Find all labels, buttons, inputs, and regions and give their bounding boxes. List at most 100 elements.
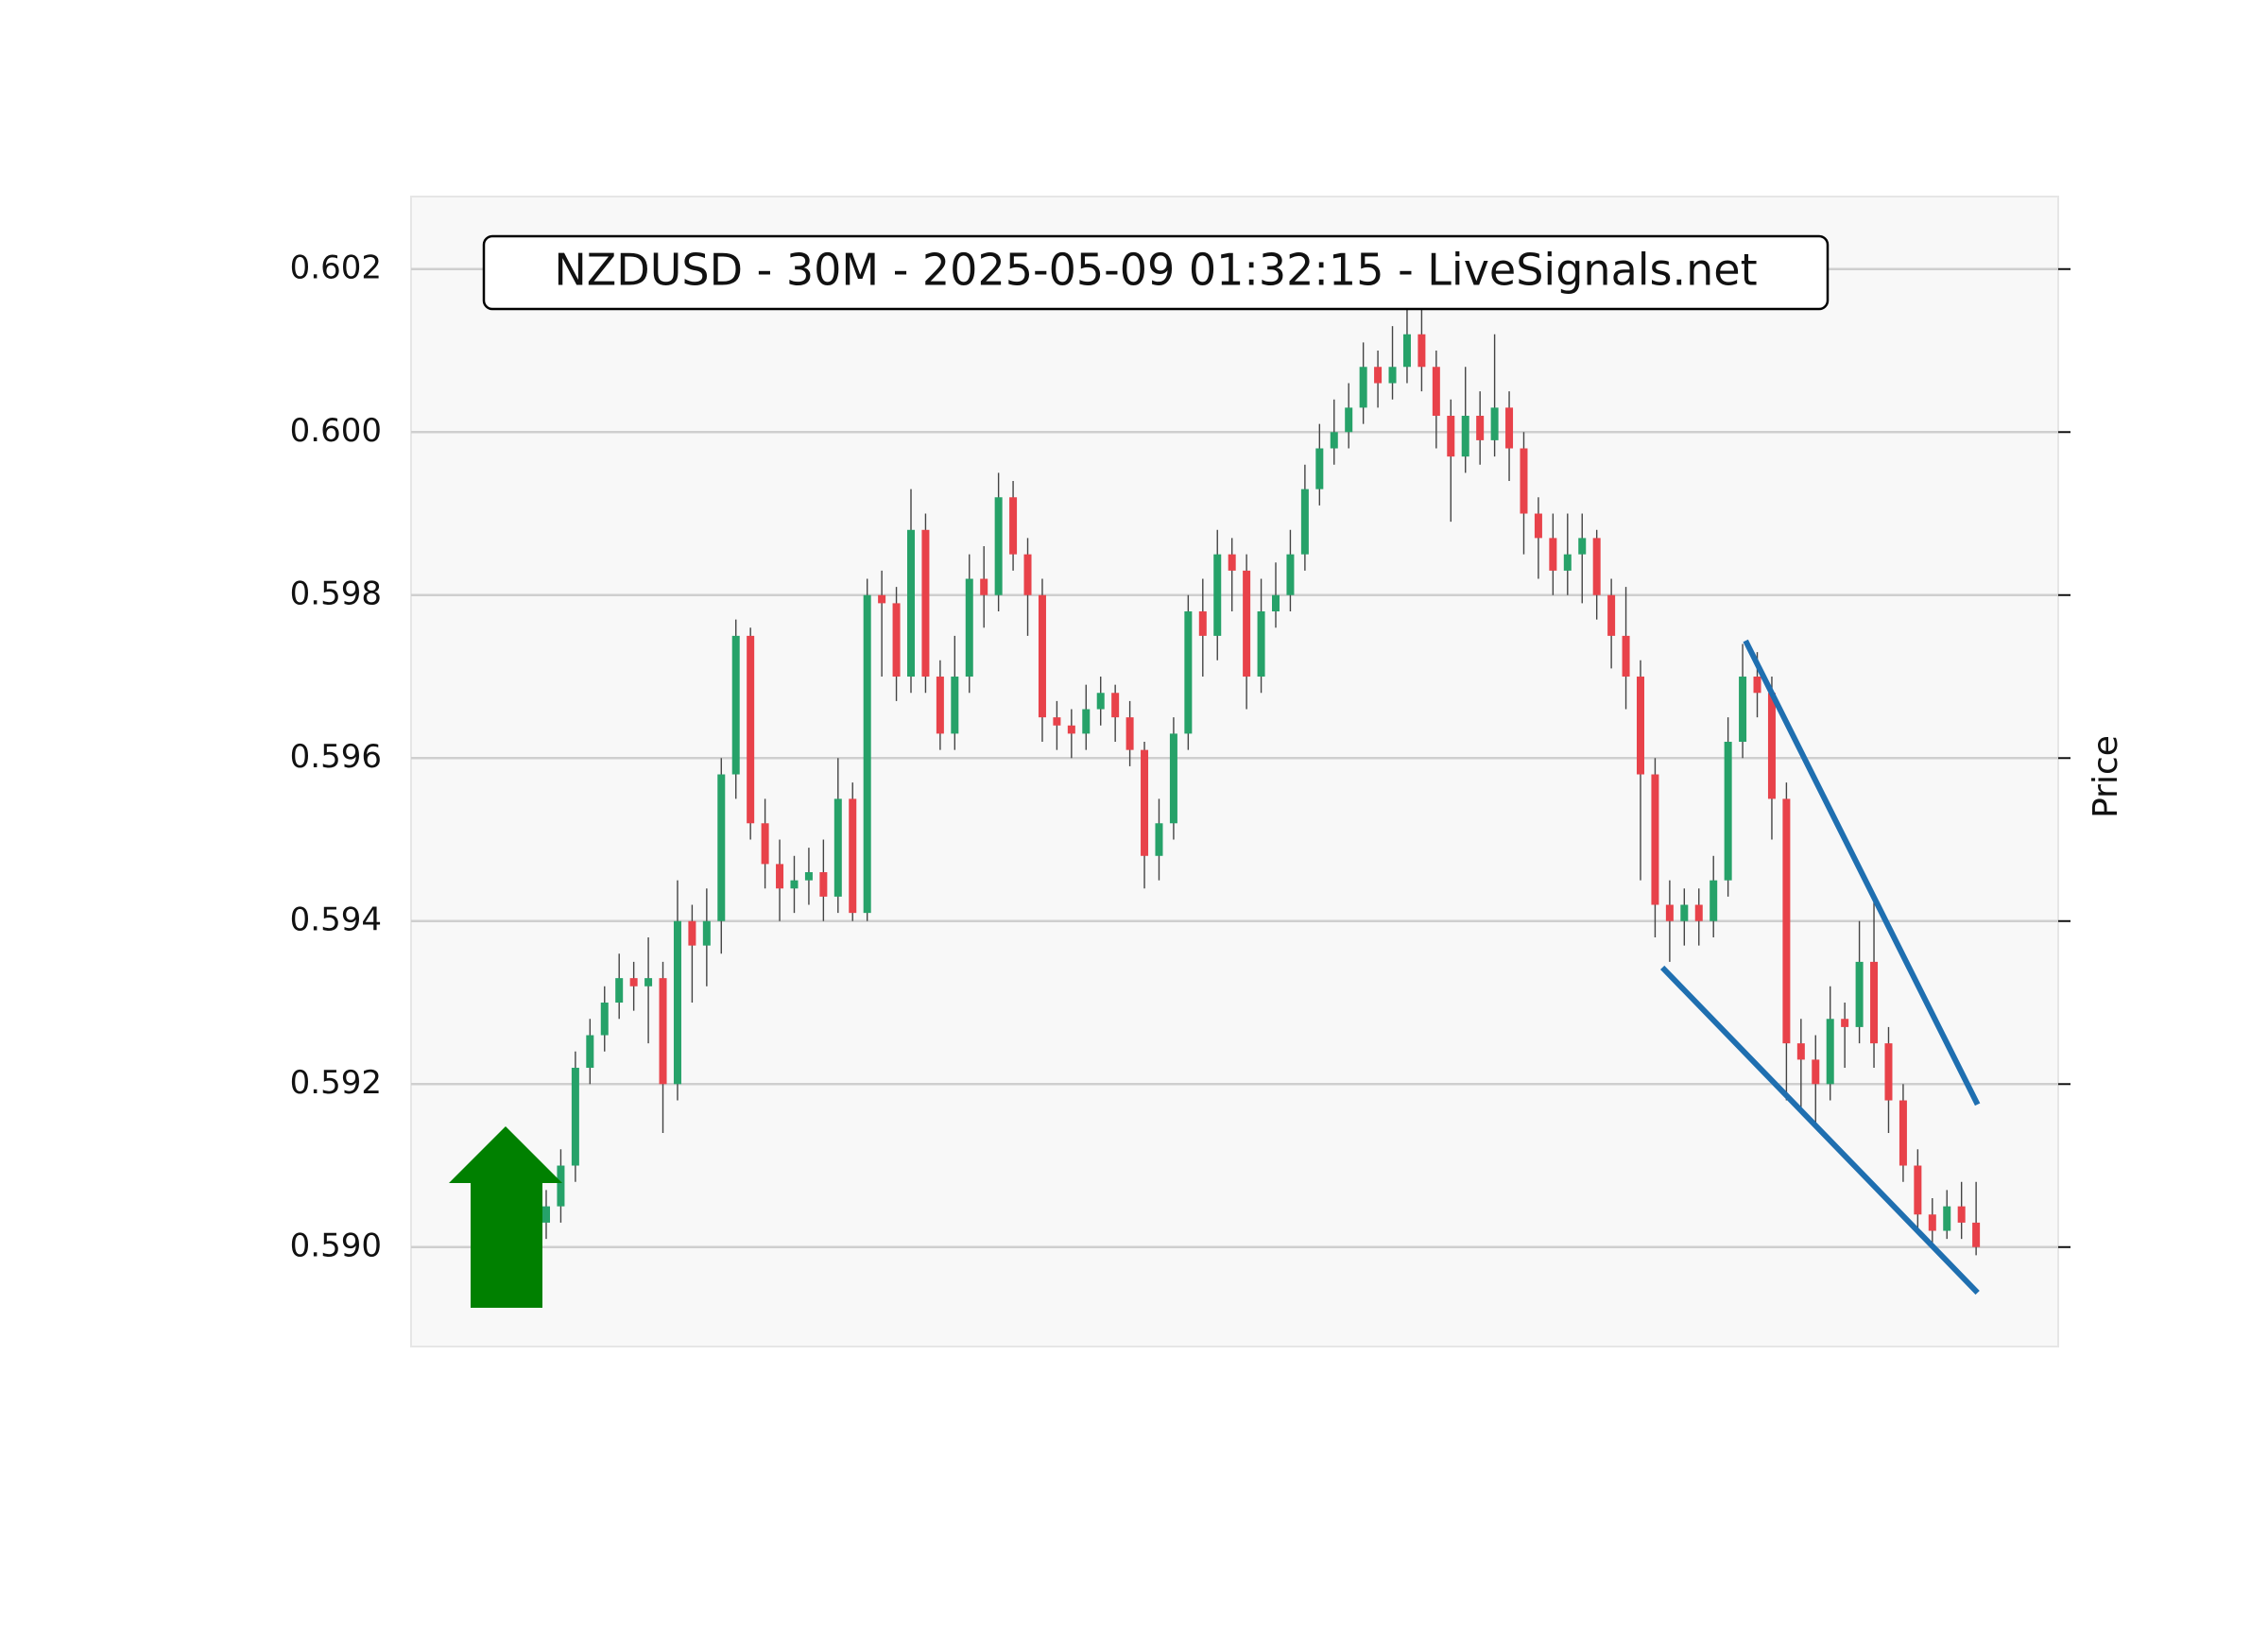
candle-body — [1315, 448, 1324, 489]
candle-body — [1680, 904, 1689, 921]
y-tick-label: 0.596 — [290, 738, 382, 776]
candle-body — [659, 978, 667, 1085]
candle-body — [819, 872, 828, 897]
candle-body — [1023, 554, 1032, 595]
candle-body — [1111, 693, 1120, 718]
candle-body — [1447, 416, 1455, 457]
candle-body — [1432, 367, 1440, 417]
candle-body — [833, 798, 842, 897]
candle-body — [761, 823, 769, 865]
candle-body — [1914, 1165, 1922, 1215]
candle-body — [1476, 416, 1485, 440]
candle-body — [615, 978, 624, 1004]
candle-body — [776, 864, 784, 889]
candle-body — [1607, 594, 1616, 636]
candle-body — [688, 920, 696, 946]
candle-body — [1272, 594, 1280, 612]
candle-body — [1796, 1043, 1805, 1060]
title-box — [482, 234, 1830, 311]
candle-body — [1899, 1100, 1907, 1166]
candle-body — [1038, 594, 1046, 718]
candle-body — [980, 578, 988, 595]
candle-body — [629, 978, 638, 987]
candle-body — [1592, 538, 1601, 595]
candle-body — [1972, 1222, 1981, 1247]
candle-body — [702, 920, 711, 946]
candle-body — [1141, 749, 1149, 856]
y-tick-label: 0.600 — [290, 412, 382, 450]
trend-line — [1743, 639, 1981, 1107]
candle-body — [1345, 407, 1353, 433]
y-tick-label: 0.594 — [290, 901, 382, 938]
candle-body — [731, 635, 740, 775]
y-tick-label: 0.598 — [290, 575, 382, 612]
candle-body — [600, 1003, 609, 1036]
candle-body — [747, 635, 755, 824]
chart-title: NZDUSD - 30M - 2025-05-09 01:32:15 - Liv… — [554, 245, 1757, 296]
candle-body — [1855, 961, 1864, 1027]
candle-body — [1884, 1043, 1893, 1101]
plot-area — [410, 196, 2059, 1347]
y-axis-label: Price — [2087, 735, 2125, 818]
candle-body — [1009, 497, 1018, 555]
candle-body — [1082, 709, 1091, 734]
candle-body — [1767, 693, 1776, 799]
candle-body — [1637, 677, 1644, 775]
candle-body — [863, 594, 871, 914]
candle-body — [1490, 407, 1499, 440]
y-tick-label: 0.602 — [290, 249, 382, 286]
candle-body — [1461, 416, 1469, 457]
candle-body — [1841, 1019, 1849, 1027]
candle-body — [1228, 554, 1236, 571]
candle-body — [1928, 1214, 1936, 1231]
candle-body — [1622, 635, 1630, 678]
candle-body — [849, 798, 857, 914]
candle-body — [1739, 677, 1747, 743]
candle-body — [1520, 448, 1528, 514]
candle-body — [1198, 611, 1207, 636]
candle-body — [1053, 717, 1061, 726]
candle-body — [951, 677, 959, 734]
candle-body — [1257, 611, 1265, 678]
candle-body — [1300, 489, 1309, 555]
candle-body — [994, 497, 1003, 595]
candle-body — [673, 920, 681, 1085]
candle-body — [1563, 554, 1572, 571]
candle-body — [1125, 717, 1134, 750]
candle-body — [1549, 538, 1557, 571]
candle-body — [1724, 742, 1732, 881]
candle-body — [1169, 733, 1177, 824]
candle-body — [1651, 774, 1659, 905]
candle-body — [965, 578, 973, 678]
candle-body — [644, 978, 653, 987]
candle-body — [1402, 334, 1411, 368]
candle-body — [1243, 570, 1251, 678]
candle-body — [571, 1068, 579, 1166]
candle-body — [1418, 334, 1426, 368]
candle-body — [1096, 693, 1105, 710]
candle-body — [1694, 904, 1703, 921]
candle-body — [1184, 611, 1193, 734]
candle-body — [1330, 432, 1338, 449]
buy-arrow — [449, 1126, 562, 1308]
candle-body — [1067, 725, 1075, 734]
candle-body — [1957, 1206, 1966, 1223]
candle-body — [921, 529, 930, 678]
candle-body — [1505, 407, 1514, 449]
candle-body — [557, 1165, 565, 1207]
y-tick-label: 0.590 — [290, 1227, 382, 1264]
candle-body — [1359, 367, 1367, 408]
candle-body — [1665, 904, 1674, 921]
candle-body — [907, 529, 915, 678]
candle-body — [936, 677, 944, 734]
candle-body — [586, 1035, 594, 1069]
candle-body — [1782, 798, 1791, 1044]
candle-body — [804, 872, 813, 881]
candle-body — [1943, 1206, 1951, 1231]
candle-body — [1870, 961, 1879, 1044]
candle-body — [1286, 554, 1295, 595]
candle-body — [1155, 823, 1163, 856]
candle-body — [1753, 677, 1761, 694]
candle-body — [878, 594, 886, 604]
